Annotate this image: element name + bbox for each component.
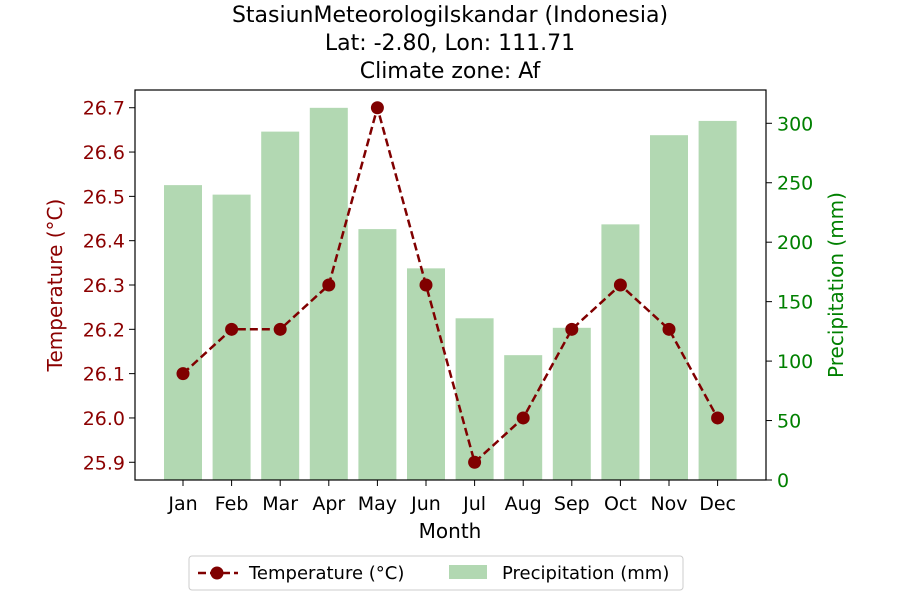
temperature-point-jul [468,455,482,469]
temperature-point-aug [516,411,530,425]
temperature-point-dec [711,411,725,425]
x-axis-tick-label-may: May [358,493,397,515]
precipitation-bar-mar [261,131,300,481]
x-axis-tick-label-feb: Feb [215,493,249,515]
left-axis-tick-label: 26.4 [83,231,125,253]
x-axis-months: Jan Feb Mar Apr May Jun Jul Aug Sep Oct Nov Dec [167,480,736,515]
x-axis-tick-label-mar: Mar [262,493,298,515]
x-axis-tick-label-jun: Jun [410,493,441,515]
left-axis-tick-label: 25.9 [83,452,125,474]
temperature-point-mar [273,322,287,336]
left-axis-tick-label: 26.5 [83,186,125,208]
left-axis-tick-label: 26.7 [83,98,125,120]
chart-title: StasiunMeteorologiIskandar (Indonesia) L… [232,3,668,84]
legend-precipitation-swatch [449,565,487,579]
left-axis-temperature: 25.9 26.0 26.1 26.2 26.3 26.4 26.5 26.6 26.7 [83,98,135,474]
left-axis-tick-label: 26.1 [83,364,125,386]
legend-temperature-label: Temperature (°C) [248,563,404,584]
temperature-point-feb [225,322,239,336]
left-axis-tick-label: 26.0 [83,408,125,430]
right-axis-tick-label: 100 [777,351,813,373]
chart-title-line-1: StasiunMeteorologiIskandar (Indonesia) [232,3,668,28]
temperature-line [176,101,725,469]
temperature-line-path [182,102,719,465]
x-axis-tick-label-aug: Aug [505,493,542,515]
legend-temperature-swatch-marker [210,566,224,580]
x-axis-tick-label-dec: Dec [699,493,736,515]
left-axis-label: Temperature (°C) [43,199,67,373]
precipitation-bar-oct [601,224,640,480]
right-axis-tick-label: 200 [777,232,813,254]
x-axis-tick-label-sep: Sep [554,493,590,515]
left-axis-tick-label: 26.3 [83,275,125,297]
precipitation-bar-jan [164,185,202,480]
x-axis-tick-label-apr: Apr [312,493,345,515]
left-axis-tick-label: 26.6 [83,142,125,164]
temperature-point-apr [322,278,336,292]
legend-precipitation-label: Precipitation (mm) [502,563,669,584]
temperature-point-jun [419,278,433,292]
x-axis-tick-label-oct: Oct [604,493,637,515]
x-axis-tick-label-jul: Jul [462,493,486,515]
right-axis-tick-label: 300 [777,113,813,135]
precipitation-bar-may [358,229,397,480]
precipitation-bar-feb [212,194,251,480]
x-axis-label: Month [419,519,482,543]
temperature-point-nov [662,322,676,336]
precipitation-bar-sep [552,327,591,480]
temperature-point-sep [565,322,579,336]
right-axis-label: Precipitation (mm) [824,192,848,378]
right-axis-precipitation: 0 50 100 150 200 250 300 [766,113,813,492]
right-axis-tick-label: 50 [777,411,801,433]
x-axis-tick-label-nov: Nov [650,493,687,515]
right-axis-tick-label: 250 [777,173,813,195]
left-axis-tick-label: 26.2 [83,319,125,341]
precipitation-bar-jul [455,318,494,480]
temperature-point-jan [176,367,190,381]
right-axis-tick-label: 150 [777,292,813,314]
chart-title-line-2: Lat: -2.80, Lon: 111.71 [325,31,575,56]
temperature-point-oct [613,278,627,292]
right-axis-tick-label: 0 [777,470,789,492]
precipitation-bar-apr [309,107,348,481]
temperature-point-may [370,101,384,115]
precipitation-bar-nov [650,135,688,480]
precipitation-bars [164,107,737,481]
precipitation-bar-dec [698,120,737,480]
x-axis-tick-label-jan: Jan [167,493,197,515]
legend-frame [188,555,684,591]
legend: Temperature (°C) Precipitation (mm) [188,555,684,591]
chart-title-line-3: Climate zone: Af [360,59,542,84]
precipitation-bar-jun [407,268,445,480]
